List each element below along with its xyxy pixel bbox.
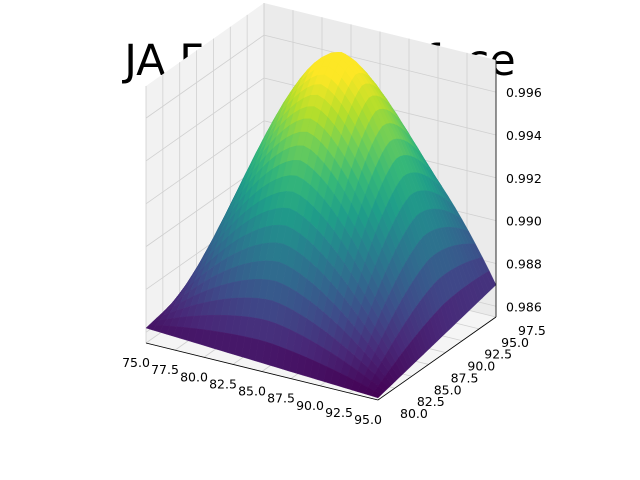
grid-line (263, 34, 497, 93)
z-tick-label: 0.992 (506, 171, 542, 186)
axis-lines (145, 60, 497, 401)
y-tick-label: 85.0 (434, 382, 462, 397)
grid-line (145, 77, 265, 162)
tick-labels: 75.0 77.5 80.0 82.5 85.0 87.5 90.0 92.5 95.0 80.0… (122, 85, 546, 427)
x-tick-label: 90.0 (296, 398, 324, 413)
x-tick-label: 85.0 (238, 384, 266, 399)
x-tick-label: 82.5 (209, 376, 237, 391)
x-tick-label: 95.0 (354, 412, 382, 427)
z-tick-label: 0.990 (506, 214, 542, 229)
y-tick-label: 80.0 (400, 406, 428, 421)
grid-line (145, 120, 265, 205)
z-tick-label: 0.988 (506, 256, 542, 271)
z-tick-label: 0.986 (506, 299, 542, 314)
x-axis-line (145, 342, 379, 401)
z-tick-label: 0.994 (506, 128, 542, 143)
y-tick-label: 82.5 (417, 394, 445, 409)
y-tick-label: 90.0 (467, 359, 495, 374)
x-tick-label: 80.0 (180, 369, 208, 384)
y-tick-label: 95.0 (501, 335, 529, 350)
surface-cell (370, 390, 382, 399)
x-tick-label: 77.5 (151, 362, 179, 377)
y-axis-line (377, 316, 497, 401)
x-tick-label: 75.0 (122, 355, 150, 370)
y-tick-label: 92.5 (484, 347, 512, 362)
x-tick-label: 92.5 (325, 405, 353, 420)
surface-mesh (145, 52, 497, 399)
z-tick-label: 0.996 (506, 85, 542, 100)
grid-line (145, 34, 265, 119)
y-tick-label: 87.5 (451, 370, 479, 385)
x-tick-label: 87.5 (267, 391, 295, 406)
y-tick-label: 97.5 (518, 323, 546, 338)
